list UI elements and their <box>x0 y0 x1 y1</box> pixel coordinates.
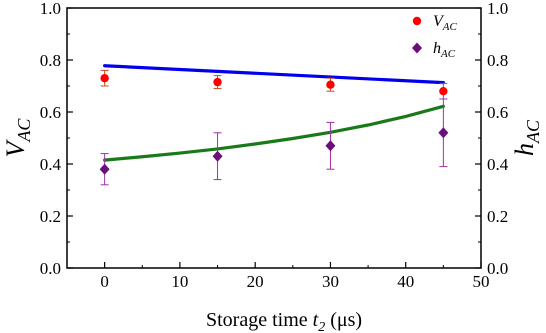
y-left-tick-label: 0.8 <box>40 51 61 70</box>
y-left-tick-label: 0.0 <box>40 259 61 278</box>
legend-marker-vac <box>412 16 422 26</box>
y-right-tick-label: 0.2 <box>487 207 508 226</box>
y-left-tick-label: 0.4 <box>40 155 62 174</box>
legend-marker-hac <box>412 42 422 54</box>
point-vac <box>100 74 109 83</box>
point-vac <box>326 80 335 89</box>
y-left-tick-label: 1.0 <box>40 0 61 18</box>
x-tick-label: 30 <box>322 272 339 291</box>
x-tick-label: 40 <box>397 272 414 291</box>
legend-label: VAC <box>433 13 458 33</box>
fit-line-1 <box>103 64 445 85</box>
y-left-axis-title: VAC <box>1 118 34 158</box>
legend-label: hAC <box>433 40 456 60</box>
x-tick-label: 50 <box>473 272 490 291</box>
axis-ticks: 0 10 20 30 40 500.0 0.00.2 0.20.4 0.40.6 0.60.8 0.… <box>40 0 509 291</box>
y-right-tick-label: 0.8 <box>487 51 508 70</box>
legend: VAC hAC <box>412 13 458 60</box>
y-right-tick-label: 1.0 <box>487 0 508 18</box>
y-right-axis-title: hAC <box>510 119 543 156</box>
axis-titles: Storage time t2 (μs) VAC hAC <box>1 118 543 333</box>
x-tick-label: 0 <box>100 272 109 291</box>
point-vac <box>213 77 222 87</box>
x-axis-title: Storage time t2 (μs) <box>206 309 362 333</box>
y-right-tick-label: 0.6 <box>487 103 508 122</box>
x-tick-label: 20 <box>247 272 264 291</box>
fit-lines <box>103 64 445 162</box>
y-left-tick-label: 0.2 <box>40 207 61 226</box>
x-tick-label: 10 <box>171 272 188 291</box>
point-hac <box>325 140 336 152</box>
point-hac <box>99 163 110 175</box>
data-points <box>99 69 449 186</box>
y-left-tick-label: 0.6 <box>40 103 61 122</box>
point-hac <box>438 127 449 139</box>
y-right-tick-label: 0.0 <box>487 259 508 278</box>
y-right-tick-label: 0.4 <box>487 155 509 174</box>
fit-line-2 <box>103 104 445 162</box>
point-vac <box>439 87 448 96</box>
point-hac <box>212 150 223 162</box>
